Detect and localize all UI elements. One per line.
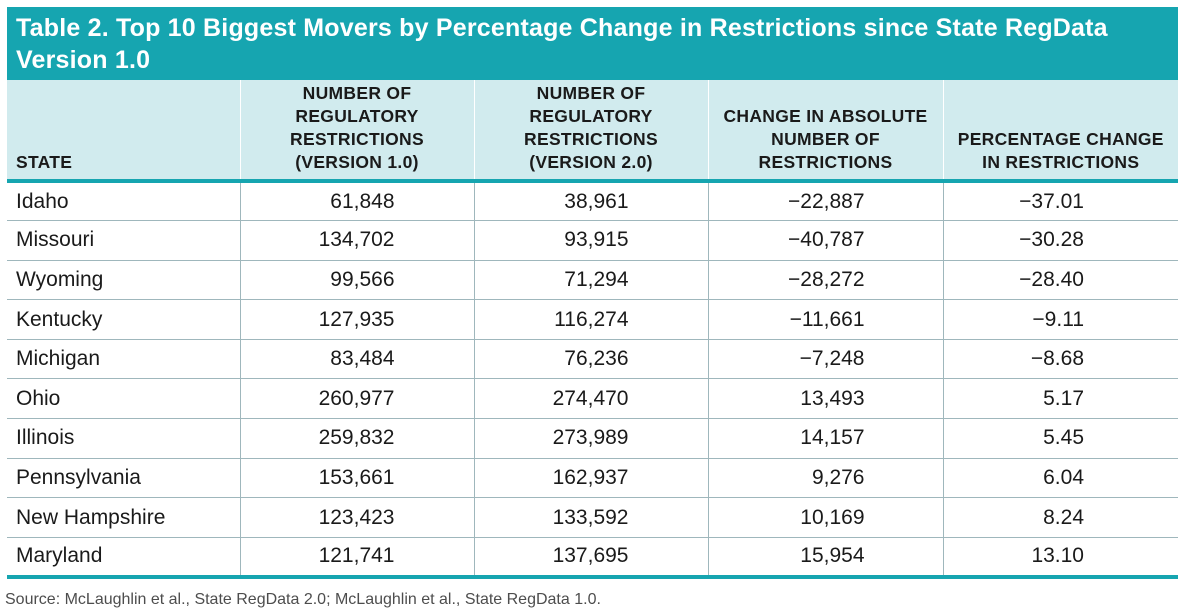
table-row: New Hampshire 123,423 133,592 10,169 8.24 <box>7 497 1178 538</box>
cell-version-2: 273,989 <box>474 418 709 459</box>
table-row: Idaho 61,848 38,961 −22,887 −37.01 <box>7 181 1178 222</box>
cell-version-2: 274,470 <box>474 378 709 420</box>
cell-absolute-change: 14,157 <box>708 418 944 459</box>
table-row: Maryland 121,741 137,695 15,954 13.10 <box>7 537 1178 579</box>
cell-version-1: 99,566 <box>240 260 475 301</box>
table-header: STATE NUMBER OF REGULATORY RESTRICTIONS (VE… <box>7 80 1178 181</box>
column-header-state: STATE <box>7 80 241 181</box>
cell-absolute-change: −28,272 <box>708 260 944 301</box>
cell-absolute-change: −40,787 <box>708 220 944 261</box>
table-body: Idaho 61,848 38,961 −22,887 −37.01 Missouri 13… <box>7 181 1178 579</box>
cell-version-2: 133,592 <box>474 497 709 538</box>
cell-version-2: 71,294 <box>474 260 709 301</box>
cell-percentage-change: −9.11 <box>943 299 1178 340</box>
cell-version-1: 121,741 <box>240 537 475 579</box>
cell-percentage-change: 5.45 <box>943 418 1178 459</box>
cell-percentage-change: 5.17 <box>943 378 1178 420</box>
cell-version-1: 83,484 <box>240 339 475 380</box>
cell-version-1: 127,935 <box>240 299 475 340</box>
cell-version-2: 93,915 <box>474 220 709 261</box>
cell-percentage-change: −37.01 <box>943 181 1178 222</box>
cell-version-2: 116,274 <box>474 299 709 340</box>
cell-absolute-change: 10,169 <box>708 497 944 538</box>
cell-absolute-change: −7,248 <box>708 339 944 380</box>
cell-absolute-change: 9,276 <box>708 458 944 499</box>
source-note: Source: McLaughlin et al., State RegData… <box>5 591 601 608</box>
cell-version-1: 134,702 <box>240 220 475 261</box>
cell-percentage-change: −30.28 <box>943 220 1178 261</box>
table-row: Illinois 259,832 273,989 14,157 5.45 <box>7 418 1178 459</box>
cell-version-1: 61,848 <box>240 181 475 222</box>
table-frame: Table 2. Top 10 Biggest Movers by Percen… <box>7 7 1178 579</box>
cell-percentage-change: 6.04 <box>943 458 1178 499</box>
cell-percentage-change: 13.10 <box>943 537 1178 579</box>
cell-percentage-change: −28.40 <box>943 260 1178 301</box>
cell-state: Ohio <box>7 378 241 420</box>
cell-absolute-change: 13,493 <box>708 378 944 420</box>
cell-state: Kentucky <box>7 299 241 340</box>
column-header-version-1: NUMBER OF REGULATORY RESTRICTIONS (VERSION … <box>240 80 475 181</box>
cell-state: Missouri <box>7 220 241 261</box>
cell-state: Illinois <box>7 418 241 459</box>
cell-version-1: 153,661 <box>240 458 475 499</box>
cell-version-2: 162,937 <box>474 458 709 499</box>
cell-state: Michigan <box>7 339 241 380</box>
cell-absolute-change: 15,954 <box>708 537 944 579</box>
cell-version-2: 137,695 <box>474 537 709 579</box>
table-row: Pennsylvania 153,661 162,937 9,276 6.04 <box>7 458 1178 499</box>
cell-version-2: 38,961 <box>474 181 709 222</box>
cell-version-1: 259,832 <box>240 418 475 459</box>
cell-state: Pennsylvania <box>7 458 241 499</box>
table-row: Michigan 83,484 76,236 −7,248 −8.68 <box>7 339 1178 380</box>
table-row: Ohio 260,977 274,470 13,493 5.17 <box>7 378 1178 420</box>
cell-state: Idaho <box>7 181 241 222</box>
cell-version-2: 76,236 <box>474 339 709 380</box>
cell-version-1: 123,423 <box>240 497 475 538</box>
cell-state: New Hampshire <box>7 497 241 538</box>
table-row: Wyoming 99,566 71,294 −28,272 −28.40 <box>7 260 1178 301</box>
column-header-version-2: NUMBER OF REGULATORY RESTRICTIONS (VERSION … <box>474 80 709 181</box>
column-header-percentage-change: PERCENTAGE CHANGE IN RESTRICTIONS <box>943 80 1178 181</box>
table-row: Kentucky 127,935 116,274 −11,661 −9.11 <box>7 299 1178 340</box>
data-table: STATE NUMBER OF REGULATORY RESTRICTIONS (VE… <box>7 80 1178 579</box>
cell-absolute-change: −11,661 <box>708 299 944 340</box>
cell-percentage-change: −8.68 <box>943 339 1178 380</box>
table-title: Table 2. Top 10 Biggest Movers by Percen… <box>7 7 1178 80</box>
cell-percentage-change: 8.24 <box>943 497 1178 538</box>
cell-absolute-change: −22,887 <box>708 181 944 222</box>
cell-state: Maryland <box>7 537 241 579</box>
table-row: Missouri 134,702 93,915 −40,787 −30.28 <box>7 220 1178 261</box>
header-row: STATE NUMBER OF REGULATORY RESTRICTIONS (VE… <box>7 80 1178 181</box>
cell-state: Wyoming <box>7 260 241 301</box>
column-header-absolute-change: CHANGE IN ABSOLUTE NUMBER OF RESTRICTIONS <box>708 80 944 181</box>
cell-version-1: 260,977 <box>240 378 475 420</box>
